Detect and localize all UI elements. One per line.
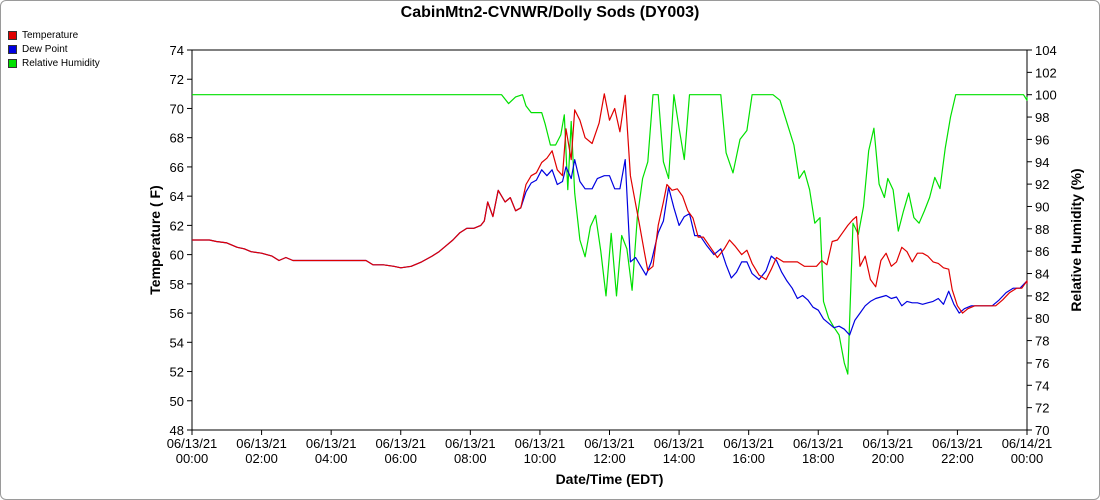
x-axis-title: Date/Time (EDT) <box>556 471 664 487</box>
y-tick-label: 58 <box>170 277 184 292</box>
legend-item-dew-point: Dew Point <box>8 42 100 56</box>
y-tick-label: 72 <box>170 72 184 87</box>
x-tick-label-time: 00:00 <box>1011 451 1044 466</box>
y2-tick-label: 96 <box>1035 132 1049 147</box>
y-tick-label: 62 <box>170 218 184 233</box>
x-tick-label-date: 06/14/21 <box>1002 436 1053 451</box>
x-tick-label-time: 02:00 <box>245 451 278 466</box>
y-tick-label: 68 <box>170 131 184 146</box>
x-tick-label-date: 06/13/21 <box>932 436 983 451</box>
legend-swatch-temperature <box>8 30 17 40</box>
y2-tick-label: 94 <box>1035 155 1049 170</box>
y2-axis-title: Relative Humidity (%) <box>1068 168 1084 311</box>
x-tick-label-date: 06/13/21 <box>723 436 774 451</box>
x-tick-label-time: 00:00 <box>176 451 209 466</box>
x-tick-label-date: 06/13/21 <box>584 436 635 451</box>
y-tick-label: 50 <box>170 394 184 409</box>
x-tick-label-date: 06/13/21 <box>654 436 705 451</box>
y-axis-right: 70 72 74 76 78 80 82 84 86 88 90 92 94 96 98 100 102 104 <box>1027 43 1057 438</box>
x-tick-label-time: 14:00 <box>663 451 696 466</box>
y2-tick-label: 80 <box>1035 311 1049 326</box>
x-tick-label-time: 08:00 <box>454 451 487 466</box>
legend-label-temperature: Temperature <box>22 29 79 41</box>
y2-tick-label: 104 <box>1035 43 1057 58</box>
y-axis-left: 48 50 52 54 56 58 60 62 64 66 68 70 72 74 <box>170 43 192 438</box>
x-tick-label-date: 06/13/21 <box>375 436 426 451</box>
y-tick-label: 56 <box>170 306 184 321</box>
series-layer <box>192 93 1028 375</box>
x-tick-label-time: 22:00 <box>941 451 974 466</box>
x-tick-label-time: 16:00 <box>732 451 765 466</box>
y-axis-title: Temperature ( F) <box>147 185 163 294</box>
y2-tick-label: 90 <box>1035 199 1049 214</box>
legend-item-relative-humidity: Relative Humidity <box>8 56 100 70</box>
y-tick-label: 70 <box>170 101 184 116</box>
series-line-temperature <box>192 93 1028 314</box>
y-tick-label: 54 <box>170 335 184 350</box>
x-tick-label-time: 10:00 <box>524 451 557 466</box>
y-tick-label: 52 <box>170 365 184 380</box>
y-tick-label: 60 <box>170 248 184 263</box>
x-tick-label-date: 06/13/21 <box>306 436 357 451</box>
y2-tick-label: 78 <box>1035 334 1049 349</box>
plot-area <box>191 49 1028 431</box>
x-tick-label-time: 18:00 <box>802 451 835 466</box>
y2-tick-label: 70 <box>1035 423 1049 438</box>
legend: Temperature Dew Point Relative Humidity <box>8 28 100 70</box>
y-tick-label: 74 <box>170 43 184 58</box>
x-tick-label-date: 06/13/21 <box>515 436 566 451</box>
legend-label-relative-humidity: Relative Humidity <box>22 57 100 69</box>
y2-tick-label: 76 <box>1035 356 1049 371</box>
y-tick-label: 64 <box>170 189 184 204</box>
x-axis: 06/13/2100:0006/13/2102:0006/13/2104:000… <box>167 430 1053 466</box>
x-tick-label-date: 06/13/21 <box>863 436 914 451</box>
legend-label-dew-point: Dew Point <box>22 43 68 55</box>
y2-tick-label: 98 <box>1035 110 1049 125</box>
y2-tick-label: 100 <box>1035 88 1057 103</box>
legend-swatch-dew-point <box>8 44 17 54</box>
y2-tick-label: 92 <box>1035 177 1049 192</box>
y2-tick-label: 82 <box>1035 289 1049 304</box>
x-tick-label-time: 04:00 <box>315 451 348 466</box>
legend-item-temperature: Temperature <box>8 28 100 42</box>
x-tick-label-time: 06:00 <box>384 451 417 466</box>
legend-swatch-relative-humidity <box>8 58 17 68</box>
x-tick-label-date: 06/13/21 <box>236 436 287 451</box>
y2-tick-label: 72 <box>1035 401 1049 416</box>
y2-tick-label: 74 <box>1035 378 1049 393</box>
x-tick-label-date: 06/13/21 <box>793 436 844 451</box>
y2-tick-label: 88 <box>1035 222 1049 237</box>
x-tick-label-time: 20:00 <box>872 451 905 466</box>
y-tick-label: 66 <box>170 160 184 175</box>
x-tick-label-date: 06/13/21 <box>167 436 218 451</box>
chart-title: CabinMtn2-CVNWR/Dolly Sods (DY003) <box>400 4 700 21</box>
x-tick-label-time: 12:00 <box>593 451 626 466</box>
series-line-relative-humidity <box>192 94 1028 375</box>
y2-tick-label: 86 <box>1035 244 1049 259</box>
x-tick-label-date: 06/13/21 <box>445 436 496 451</box>
y2-tick-label: 102 <box>1035 65 1057 80</box>
y-tick-label: 48 <box>170 423 184 438</box>
y2-tick-label: 84 <box>1035 267 1049 282</box>
